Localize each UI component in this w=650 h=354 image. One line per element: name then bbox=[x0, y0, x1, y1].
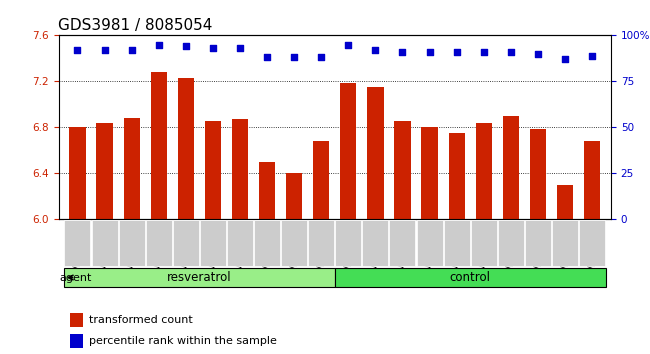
Point bbox=[343, 42, 354, 47]
FancyBboxPatch shape bbox=[281, 221, 307, 266]
Bar bbox=[232, 119, 248, 219]
Bar bbox=[395, 120, 411, 219]
Point bbox=[181, 44, 191, 49]
Text: GDS3981 / 8085054: GDS3981 / 8085054 bbox=[58, 18, 213, 33]
Bar bbox=[177, 78, 194, 219]
Point bbox=[99, 47, 110, 53]
Text: resveratrol: resveratrol bbox=[167, 271, 231, 284]
FancyBboxPatch shape bbox=[471, 221, 497, 266]
Bar bbox=[367, 87, 383, 219]
Bar bbox=[70, 334, 83, 348]
Point bbox=[424, 49, 435, 55]
Point bbox=[533, 51, 543, 57]
Bar bbox=[502, 116, 519, 219]
Point bbox=[478, 49, 489, 55]
Point bbox=[506, 49, 516, 55]
Point bbox=[208, 45, 218, 51]
FancyBboxPatch shape bbox=[389, 221, 415, 266]
FancyBboxPatch shape bbox=[443, 221, 469, 266]
Point bbox=[587, 53, 597, 58]
Point bbox=[262, 55, 272, 60]
FancyBboxPatch shape bbox=[579, 221, 605, 266]
FancyBboxPatch shape bbox=[363, 221, 389, 266]
Text: control: control bbox=[450, 271, 491, 284]
FancyBboxPatch shape bbox=[173, 221, 199, 266]
FancyBboxPatch shape bbox=[227, 221, 253, 266]
Bar bbox=[259, 162, 275, 219]
FancyBboxPatch shape bbox=[92, 221, 118, 266]
Bar bbox=[313, 141, 330, 219]
FancyBboxPatch shape bbox=[498, 221, 524, 266]
Bar bbox=[96, 123, 112, 219]
Point bbox=[316, 55, 326, 60]
FancyBboxPatch shape bbox=[525, 221, 551, 266]
FancyBboxPatch shape bbox=[417, 221, 443, 266]
Text: percentile rank within the sample: percentile rank within the sample bbox=[89, 336, 277, 346]
FancyBboxPatch shape bbox=[335, 268, 606, 287]
Text: transformed count: transformed count bbox=[89, 315, 192, 325]
Point bbox=[153, 42, 164, 47]
Bar bbox=[448, 133, 465, 219]
Point bbox=[289, 55, 299, 60]
Point bbox=[451, 49, 462, 55]
Bar bbox=[70, 313, 83, 327]
Bar bbox=[340, 82, 356, 219]
FancyBboxPatch shape bbox=[335, 221, 361, 266]
Point bbox=[560, 57, 570, 62]
FancyBboxPatch shape bbox=[200, 221, 226, 266]
Bar bbox=[584, 141, 600, 219]
Point bbox=[72, 47, 83, 53]
FancyBboxPatch shape bbox=[119, 221, 144, 266]
Bar bbox=[151, 72, 167, 219]
Bar bbox=[205, 120, 221, 219]
Point bbox=[397, 49, 408, 55]
Bar bbox=[286, 173, 302, 219]
FancyBboxPatch shape bbox=[64, 268, 335, 287]
FancyBboxPatch shape bbox=[254, 221, 280, 266]
Bar bbox=[421, 127, 437, 219]
Text: agent: agent bbox=[59, 273, 92, 282]
Point bbox=[235, 45, 245, 51]
FancyBboxPatch shape bbox=[552, 221, 578, 266]
Point bbox=[126, 47, 137, 53]
Bar bbox=[476, 123, 492, 219]
FancyBboxPatch shape bbox=[64, 221, 90, 266]
FancyBboxPatch shape bbox=[308, 221, 334, 266]
Bar bbox=[557, 185, 573, 219]
Bar bbox=[124, 118, 140, 219]
Bar bbox=[70, 127, 86, 219]
Bar bbox=[530, 129, 546, 219]
FancyBboxPatch shape bbox=[146, 221, 172, 266]
Point bbox=[370, 47, 381, 53]
